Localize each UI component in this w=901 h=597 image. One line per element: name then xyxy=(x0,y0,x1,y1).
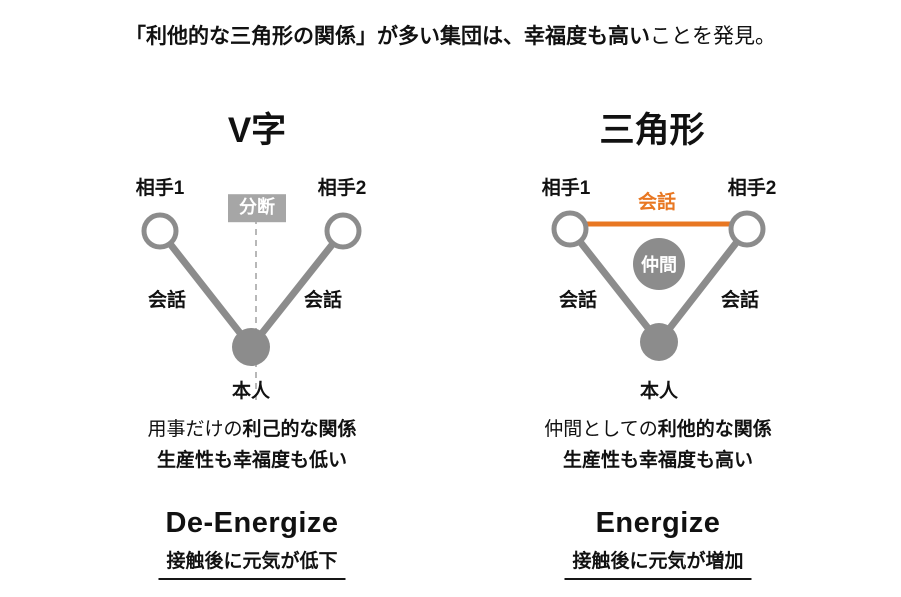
left-panel-energy-title: De-Energize xyxy=(165,507,339,539)
page-title-regular: ことを発見。 xyxy=(650,25,776,48)
page-title: 「利他的な三角形の関係」が多い集団は、幸福度も高いことを発見。 xyxy=(0,20,901,50)
left-panel-energy-desc-wrap: 接触後に元気が低下 xyxy=(158,546,346,580)
division-badge: 分断 xyxy=(228,194,286,222)
right-panel-energy-desc: 接触後に元気が増加 xyxy=(564,546,752,580)
right-panel-person1-node xyxy=(551,210,589,248)
right-panel-desc-line2: 生産性も幸福度も高い xyxy=(562,450,754,471)
right-panel-companion-label: 仲間 xyxy=(641,255,677,275)
left-panel-edge-label-right: 会話 xyxy=(303,290,343,311)
right-panel-energy-title: Energize xyxy=(595,507,721,539)
left-panel-desc1-bold: 利己的な関係 xyxy=(242,419,357,440)
left-panel-desc-line1: 用事だけの利己的な関係 xyxy=(147,414,356,441)
left-panel-person1-node xyxy=(141,212,179,250)
right-panel-top-edge-label: 会話 xyxy=(637,192,677,213)
left-panel-self-label: 本人 xyxy=(231,381,271,402)
right-panel-edge-label-right: 会話 xyxy=(720,290,760,311)
right-panel-person1-label: 相手1 xyxy=(541,178,591,199)
right-panel-edge-label-left: 会話 xyxy=(558,290,598,311)
left-panel-energy-desc: 接触後に元気が低下 xyxy=(158,546,346,580)
left-panel-edge-label-left: 会話 xyxy=(147,290,187,311)
left-panel-self-node xyxy=(232,328,270,366)
left-panel-person2-label: 相手2 xyxy=(317,178,367,199)
left-panel-heading: V字 xyxy=(227,111,287,150)
right-panel-self-label: 本人 xyxy=(639,381,679,402)
right-panel-desc1-regular: 仲間としての xyxy=(544,419,658,440)
right-panel-person2-node xyxy=(728,210,766,248)
left-panel-desc1-regular: 用事だけの xyxy=(147,419,243,440)
right-panel-energy-desc-wrap: 接触後に元気が増加 xyxy=(564,546,752,580)
right-panel-person2-label: 相手2 xyxy=(727,178,777,199)
left-panel-person1-label: 相手1 xyxy=(135,178,185,199)
right-panel-desc-line1: 仲間としての利他的な関係 xyxy=(544,414,771,441)
page-title-bold: 「利他的な三角形の関係」が多い集団は、幸福度も高い xyxy=(125,25,650,48)
right-panel-self-node xyxy=(640,323,678,361)
right-panel-heading: 三角形 xyxy=(599,111,705,150)
right-panel-desc1-bold: 利他的な関係 xyxy=(657,419,772,440)
left-panel-person2-node xyxy=(324,212,362,250)
left-panel-desc-line2: 生産性も幸福度も低い xyxy=(156,450,348,471)
